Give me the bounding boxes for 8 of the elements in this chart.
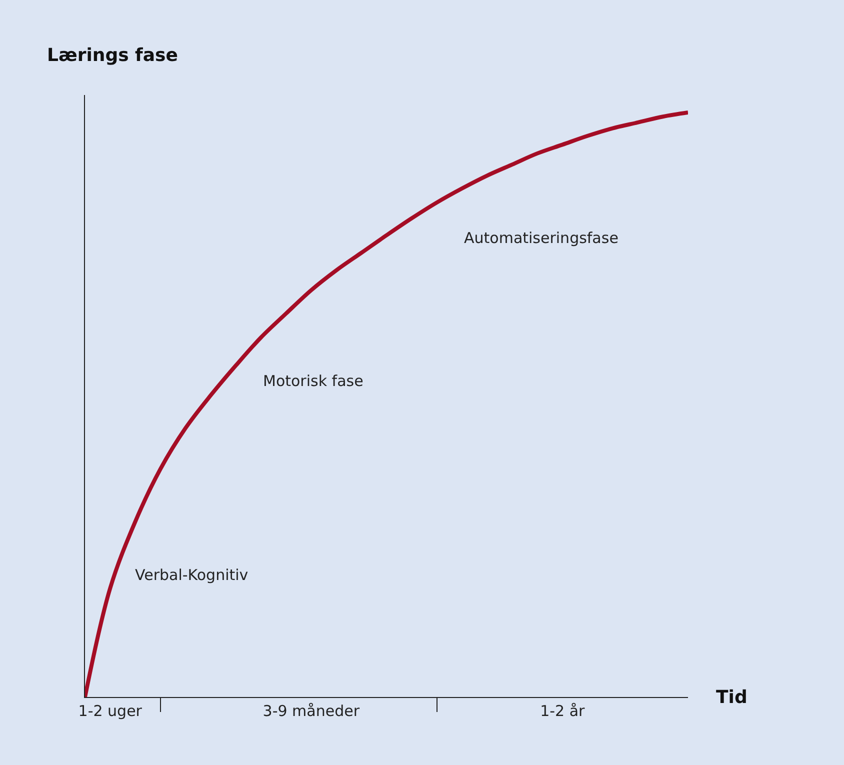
- x-axis-title: Tid: [716, 687, 748, 708]
- y-axis-title: Lærings fase: [47, 45, 178, 66]
- annotation: Verbal-Kognitiv: [135, 566, 248, 584]
- annotation: Automatiseringsfase: [464, 229, 618, 247]
- x-tick-label: 3-9 måneder: [262, 702, 360, 720]
- annotation: Motorisk fase: [263, 372, 364, 390]
- x-tick-label: 1-2 uger: [78, 702, 143, 720]
- x-tick-label: 1-2 år: [540, 702, 586, 720]
